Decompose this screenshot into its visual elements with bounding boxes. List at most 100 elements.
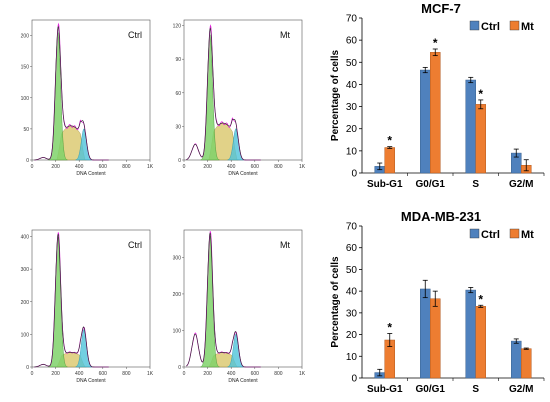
y-tick-label: 0 — [351, 374, 357, 385]
y-tick-label: 20 — [346, 124, 358, 135]
histogram-mcf7-ctrl: 0 200 400 600 800 1K 0 50 100 150 200 DNA Content Ct… — [21, 19, 154, 177]
y-tick-label: 0 — [351, 169, 357, 180]
fit-curve — [186, 231, 261, 368]
y-tick-label: 70 — [346, 222, 358, 233]
ctrl-bar-s — [465, 289, 476, 379]
x-tick-label: 400 — [227, 371, 236, 377]
data-envelope — [186, 27, 261, 161]
y-tick-label: 10 — [346, 146, 358, 157]
significance-star: * — [478, 292, 483, 306]
y-tick-label: 150 — [21, 65, 30, 71]
mt-bar-s — [475, 306, 486, 379]
significance-star: * — [387, 134, 392, 148]
ctrl-bar-g2-m — [511, 340, 522, 379]
category-label: G2/M — [509, 179, 533, 190]
y-tick-label: 300 — [173, 255, 182, 261]
y-axis-label: Percentage of cells — [330, 49, 341, 141]
y-tick-label: 400 — [21, 235, 30, 241]
legend-swatch-ctrl — [469, 228, 480, 239]
x-tick-label: 600 — [251, 371, 260, 377]
mt-bar-g0-g1 — [430, 298, 441, 379]
x-tick-label: 400 — [75, 164, 84, 170]
x-tick-label: 600 — [251, 164, 260, 170]
y-tick-label: 30 — [346, 102, 358, 113]
y-tick-label: 50 — [23, 127, 29, 133]
chart-title: MDA-MB-231 — [401, 209, 481, 224]
significance-star: * — [387, 320, 392, 334]
x-tick-label: 600 — [99, 371, 108, 377]
legend-swatch-mt — [509, 228, 520, 239]
significance-star: * — [433, 36, 438, 50]
x-tick-label: 1K — [147, 371, 154, 377]
legend-label-mt: Mt — [521, 229, 534, 241]
category-label: G0/G1 — [416, 179, 446, 190]
x-tick-label: 400 — [75, 371, 84, 377]
x-tick-label: 800 — [274, 371, 283, 377]
x-axis-label: DNA Content — [228, 378, 258, 384]
y-tick-label: 0 — [178, 158, 181, 164]
x-axis-label: DNA Content — [228, 171, 258, 177]
legend-swatch-mt — [509, 20, 520, 31]
y-tick-label: 0 — [26, 158, 29, 164]
y-tick-label: 50 — [346, 58, 358, 69]
y-tick-label: 0 — [178, 365, 181, 371]
mt-bar-g2-m — [521, 348, 532, 379]
y-tick-label: 30 — [175, 124, 181, 130]
ctrl-bar-g0-g1 — [420, 69, 431, 174]
y-tick-label: 100 — [173, 328, 182, 334]
mt-bar-sub-g1 — [384, 147, 395, 174]
significance-star: * — [478, 87, 483, 101]
x-tick-label: 400 — [227, 164, 236, 170]
plot-frame — [31, 19, 151, 161]
x-tick-label: 600 — [99, 164, 108, 170]
ctrl-bar-g0-g1 — [420, 288, 431, 379]
y-tick-label: 60 — [346, 243, 358, 254]
y-tick-label: 200 — [173, 292, 182, 298]
x-tick-label: 1K — [147, 164, 154, 170]
legend-label-mt: Mt — [521, 21, 534, 33]
legend-swatch-ctrl — [469, 20, 480, 31]
bar-chart-mcf7: MCF-7 0 10 20 30 40 50 60 70 Percentage of cells *… — [330, 1, 545, 190]
x-axis-label: DNA Content — [76, 378, 106, 384]
condition-label: Ctrl — [128, 240, 142, 250]
x-tick-label: 1K — [299, 371, 306, 377]
legend-label-ctrl: Ctrl — [481, 229, 500, 241]
mt-bar-s — [475, 104, 486, 174]
data-envelope — [34, 234, 109, 368]
y-tick-label: 90 — [175, 57, 181, 63]
condition-label: Mt — [280, 240, 290, 250]
x-tick-label: 200 — [203, 164, 212, 170]
legend-label-ctrl: Ctrl — [481, 21, 500, 33]
chart-title: MCF-7 — [421, 1, 461, 16]
category-label: Sub-G1 — [367, 179, 403, 190]
x-tick-label: 0 — [183, 371, 186, 377]
y-tick-label: 100 — [21, 332, 30, 338]
category-label: G0/G1 — [416, 384, 446, 395]
y-tick-label: 30 — [346, 308, 358, 319]
data-envelope — [34, 25, 109, 161]
y-tick-label: 40 — [346, 287, 358, 298]
y-axis-label: Percentage of cells — [330, 256, 341, 348]
x-tick-label: 200 — [51, 371, 60, 377]
y-tick-label: 40 — [346, 80, 358, 91]
plot-frame — [31, 229, 151, 368]
x-tick-label: 1K — [299, 164, 306, 170]
x-tick-label: 800 — [122, 371, 131, 377]
x-tick-label: 0 — [183, 164, 186, 170]
y-tick-label: 50 — [346, 265, 358, 276]
x-tick-label: 800 — [122, 164, 131, 170]
histogram-mcf7-mt: 0 200 400 600 800 1K 0 30 60 90 120 DNA Content Mt — [173, 19, 306, 177]
x-tick-label: 800 — [274, 164, 283, 170]
y-tick-label: 200 — [21, 300, 30, 306]
histogram-mda-mt: 0 200 400 600 800 1K 0 100 200 300 DNA Content Mt — [173, 229, 306, 384]
y-tick-label: 60 — [346, 36, 358, 47]
y-tick-label: 100 — [21, 96, 30, 102]
x-tick-label: 200 — [203, 371, 212, 377]
condition-label: Mt — [280, 30, 290, 40]
x-tick-label: 0 — [31, 371, 34, 377]
y-tick-label: 60 — [175, 91, 181, 97]
category-label: S — [472, 384, 479, 395]
data-envelope — [186, 233, 261, 368]
